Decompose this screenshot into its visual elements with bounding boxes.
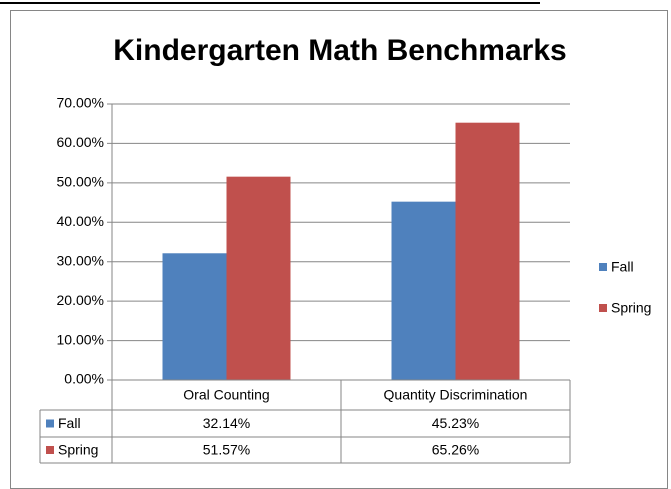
table-cell: 45.23% <box>432 415 479 431</box>
y-tick-label: 40.00% <box>57 213 104 229</box>
table-row-label: Spring <box>58 442 98 458</box>
y-tick-label: 20.00% <box>57 292 104 308</box>
bar <box>455 122 520 380</box>
bar <box>162 253 227 380</box>
legend-label: Spring <box>611 300 651 316</box>
y-tick-label: 30.00% <box>57 252 104 268</box>
legend-key <box>599 304 607 312</box>
y-tick-label: 50.00% <box>57 174 104 190</box>
y-tick-label: 70.00% <box>57 95 104 111</box>
table-cell: 51.57% <box>203 442 250 458</box>
table-cell: 32.14% <box>203 415 250 431</box>
y-tick-label: 0.00% <box>64 371 104 387</box>
x-tick-label: Oral Counting <box>183 387 269 403</box>
chart-border <box>10 10 668 489</box>
y-tick-label: 60.00% <box>57 134 104 150</box>
legend-label: Fall <box>611 259 634 275</box>
bar <box>391 201 456 380</box>
y-tick-label: 10.00% <box>57 331 104 347</box>
table-legend-key <box>46 446 54 454</box>
legend-key <box>599 263 607 271</box>
table-cell: 65.26% <box>432 442 479 458</box>
table-legend-key <box>46 419 54 428</box>
bar <box>226 176 291 380</box>
table-row-label: Fall <box>58 415 81 431</box>
x-tick-label: Quantity Discrimination <box>384 387 528 403</box>
chart-title: Kindergarten Math Benchmarks <box>113 34 566 67</box>
